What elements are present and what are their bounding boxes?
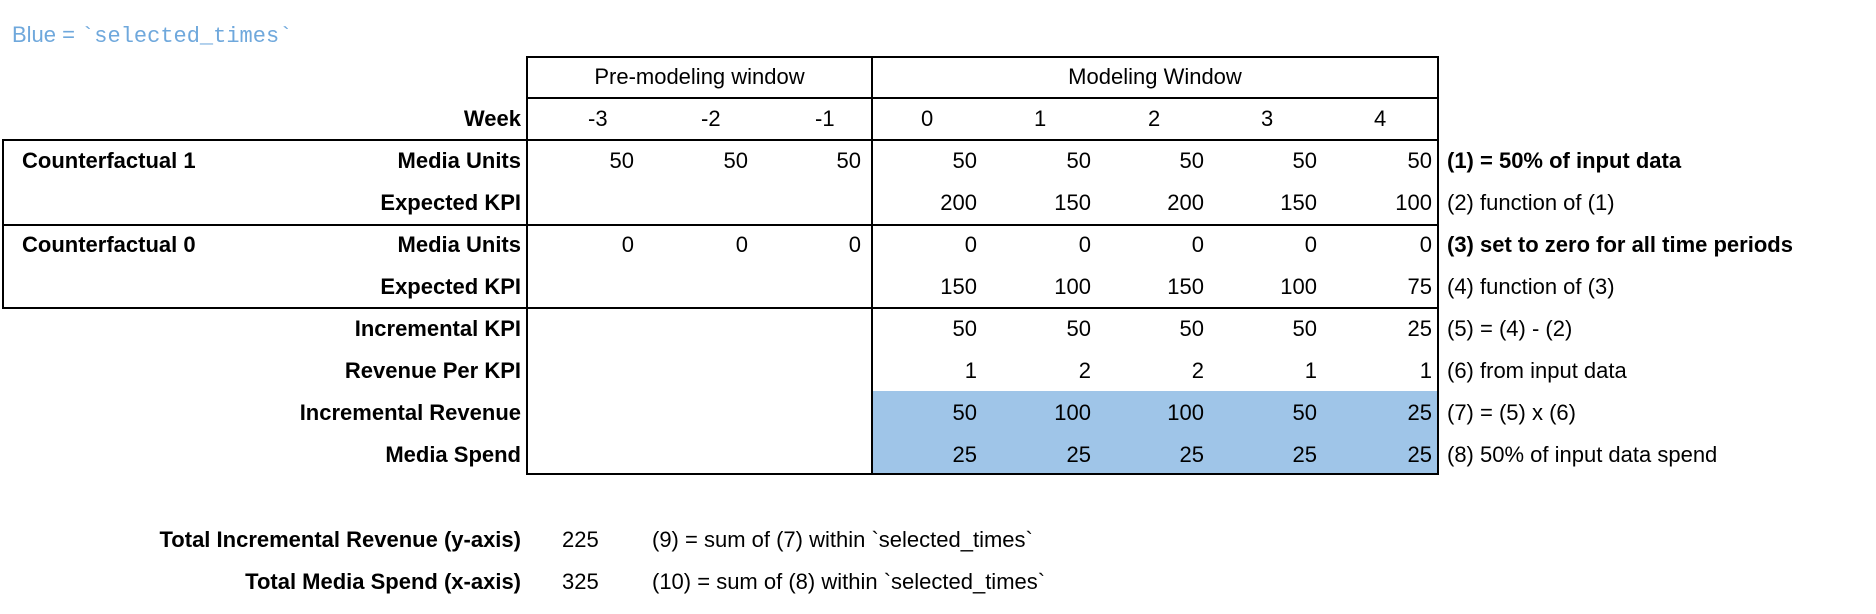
cell-value: 50 bbox=[1292, 400, 1317, 425]
selected-times-highlight bbox=[871, 391, 1439, 475]
cell-value: 150 bbox=[1167, 274, 1204, 299]
row-label: Incremental KPI bbox=[354, 316, 521, 341]
row-label: Media Units bbox=[397, 148, 521, 173]
week-number: -2 bbox=[701, 106, 721, 131]
row-note: (6) from input data bbox=[1447, 358, 1627, 383]
cell-value: 2 bbox=[1078, 358, 1091, 383]
cell-value: 50 bbox=[609, 148, 634, 173]
cell-value: 50 bbox=[1407, 148, 1432, 173]
week-number: 0 bbox=[921, 106, 934, 131]
cell-value: 200 bbox=[1167, 190, 1204, 215]
cell-value: 50 bbox=[952, 400, 977, 425]
cell-value: 100 bbox=[1280, 274, 1317, 299]
counterfactual-label: Counterfactual 1 bbox=[22, 148, 196, 173]
modeling-lower-box bbox=[871, 307, 1439, 475]
row-label: Incremental Revenue bbox=[299, 400, 521, 425]
week-number: -1 bbox=[815, 106, 835, 131]
cell-value: 50 bbox=[1292, 316, 1317, 341]
row-note: (4) function of (3) bbox=[1447, 274, 1615, 299]
legend-code: `selected_times` bbox=[81, 24, 293, 49]
week-number: 3 bbox=[1261, 106, 1274, 131]
row-label: Media Units bbox=[397, 232, 521, 257]
row-note: (3) set to zero for all time periods bbox=[1447, 232, 1793, 257]
cell-value: 50 bbox=[1179, 148, 1204, 173]
cell-value: 50 bbox=[1292, 148, 1317, 173]
total-label: Total Media Spend (x-axis) bbox=[245, 569, 521, 594]
modeling-window-header: Modeling Window bbox=[1068, 64, 1242, 89]
cell-value: 0 bbox=[848, 232, 861, 257]
pre-divider bbox=[526, 139, 873, 309]
cell-value: 50 bbox=[723, 148, 748, 173]
cell-value: 25 bbox=[1407, 400, 1432, 425]
row-label: Media Spend bbox=[385, 442, 521, 467]
cell-value: 0 bbox=[735, 232, 748, 257]
row-label: Expected KPI bbox=[380, 190, 521, 215]
cell-value: 50 bbox=[1066, 148, 1091, 173]
total-note: (10) = sum of (8) within `selected_times… bbox=[652, 569, 1046, 594]
cell-value: 50 bbox=[1179, 316, 1204, 341]
row-note: (8) 50% of input data spend bbox=[1447, 442, 1718, 467]
cell-value: 150 bbox=[940, 274, 977, 299]
cell-value: 25 bbox=[1407, 442, 1432, 467]
row-note: (5) = (4) - (2) bbox=[1447, 316, 1573, 341]
cell-value: 75 bbox=[1407, 274, 1432, 299]
row-note: (2) function of (1) bbox=[1447, 190, 1615, 215]
modeling-divider bbox=[871, 139, 873, 309]
row-label: Revenue Per KPI bbox=[344, 358, 521, 383]
cell-value: 25 bbox=[1179, 442, 1204, 467]
total-label: Total Incremental Revenue (y-axis) bbox=[159, 527, 522, 552]
legend-prefix: Blue = bbox=[12, 22, 82, 47]
total-value: 325 bbox=[562, 569, 599, 594]
cell-value: 1 bbox=[1419, 358, 1432, 383]
cell-value: 150 bbox=[1054, 190, 1091, 215]
pre-lower-box bbox=[526, 307, 873, 475]
total-note: (9) = sum of (7) within `selected_times` bbox=[652, 527, 1033, 552]
cell-value: 25 bbox=[1407, 316, 1432, 341]
cell-value: 150 bbox=[1280, 190, 1317, 215]
cell-value: 0 bbox=[1191, 232, 1204, 257]
row-note: (7) = (5) x (6) bbox=[1447, 400, 1576, 425]
legend: Blue = `selected_times` bbox=[12, 22, 292, 49]
total-value: 225 bbox=[562, 527, 599, 552]
cell-value: 2 bbox=[1191, 358, 1204, 383]
pre-window-header: Pre-modeling window bbox=[594, 64, 805, 89]
cell-value: 200 bbox=[940, 190, 977, 215]
cell-value: 25 bbox=[952, 442, 977, 467]
week-number: 4 bbox=[1374, 106, 1387, 131]
cell-value: 25 bbox=[1292, 442, 1317, 467]
week-number: -3 bbox=[588, 106, 608, 131]
cell-value: 1 bbox=[964, 358, 977, 383]
cell-value: 100 bbox=[1054, 274, 1091, 299]
cell-value: 50 bbox=[952, 316, 977, 341]
cell-value: 0 bbox=[1419, 232, 1432, 257]
cell-value: 0 bbox=[964, 232, 977, 257]
cell-value: 1 bbox=[1304, 358, 1317, 383]
cell-value: 50 bbox=[836, 148, 861, 173]
cell-value: 50 bbox=[1066, 316, 1091, 341]
cell-value: 25 bbox=[1066, 442, 1091, 467]
cell-value: 100 bbox=[1395, 190, 1432, 215]
cell-value: 100 bbox=[1167, 400, 1204, 425]
cell-value: 100 bbox=[1054, 400, 1091, 425]
week-label: Week bbox=[463, 106, 521, 131]
cell-value: 0 bbox=[621, 232, 634, 257]
week-number: 2 bbox=[1148, 106, 1161, 131]
row-note: (1) = 50% of input data bbox=[1447, 148, 1682, 173]
cell-value: 0 bbox=[1078, 232, 1091, 257]
cell-value: 50 bbox=[952, 148, 977, 173]
row-label: Expected KPI bbox=[380, 274, 521, 299]
week-number: 1 bbox=[1034, 106, 1047, 131]
counterfactual-label: Counterfactual 0 bbox=[22, 232, 196, 257]
cell-value: 0 bbox=[1304, 232, 1317, 257]
